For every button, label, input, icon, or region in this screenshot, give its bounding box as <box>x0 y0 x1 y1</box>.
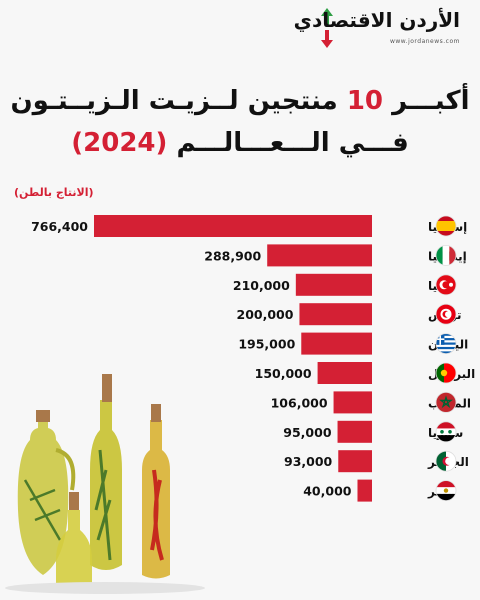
jordan-economic-logo: الأردن الاقتصادي www.jordanews.com <box>294 8 468 48</box>
unit-label: (الانتاج بالطن) <box>14 186 94 199</box>
bar-row-10: 40,000مصر <box>303 479 457 502</box>
value-label-6: 150,000 <box>255 366 312 381</box>
page-title-line-1: أكبـــر 10 منتجين لــزيـت الـزيــتـون <box>0 86 480 116</box>
title-prefix: أكبـــر <box>383 86 470 116</box>
flag-syria-icon <box>435 421 457 443</box>
value-label-5: 195,000 <box>238 337 295 352</box>
bar-row-9: 93,000الجزائر <box>284 450 469 473</box>
value-label-9: 93,000 <box>284 454 333 469</box>
flag-greece-icon <box>435 333 457 355</box>
bar-9 <box>338 450 372 473</box>
arrows-icon <box>321 8 333 48</box>
value-label-1: 766,400 <box>31 219 88 234</box>
flag-italy-icon <box>435 244 457 266</box>
bar-2 <box>267 244 372 267</box>
value-label-3: 210,000 <box>233 278 290 293</box>
page-title-line-2: فـــي الـــعـــالـــم (2024) <box>0 128 480 158</box>
flag-turkey-icon <box>435 274 457 296</box>
value-label-8: 95,000 <box>283 425 332 440</box>
bar-6 <box>317 362 372 384</box>
bar-3 <box>295 273 372 296</box>
bar-7 <box>333 391 372 414</box>
logo-text: الأردن الاقتصادي <box>293 8 460 32</box>
flag-algeria-icon <box>435 450 457 472</box>
bar-row-4: 200,000تونس <box>237 303 462 326</box>
title-year: (2024) <box>71 128 168 158</box>
olive-oil-bottles-illustration <box>5 374 205 594</box>
bar-row-2: 288,900إيطاليا <box>204 244 467 267</box>
flag-tunisia-icon <box>435 303 457 325</box>
value-label-4: 200,000 <box>237 307 294 322</box>
bar-5 <box>301 332 372 355</box>
bar-row-3: 210,000تركيا <box>233 273 457 296</box>
bar-row-5: 195,000اليونان <box>238 332 468 355</box>
bar-4 <box>299 303 372 326</box>
value-label-7: 106,000 <box>271 395 328 410</box>
logo-url: www.jordanews.com <box>389 38 460 45</box>
flag-egypt-icon <box>435 480 457 502</box>
bar-row-7: 106,000المغرب <box>271 391 471 414</box>
bar-row-6: 150,000البرتغال <box>255 362 475 384</box>
bar-8 <box>337 420 372 443</box>
value-label-10: 40,000 <box>303 484 352 499</box>
title-line2-text: فـــي الـــعـــالـــم <box>167 128 409 158</box>
flag-spain-icon <box>435 215 457 237</box>
bar-10 <box>357 479 372 502</box>
title-number: 10 <box>346 86 384 116</box>
flag-morocco-icon <box>435 391 457 413</box>
bar-row-8: 95,000سوريا <box>283 420 463 443</box>
flag-portugal-icon <box>435 362 457 384</box>
bar-row-1: 766,400إسبانيا <box>31 215 467 237</box>
bar-1 <box>94 215 372 237</box>
title-suffix: منتجين لــزيـت الـزيــتـون <box>10 86 347 116</box>
value-label-2: 288,900 <box>204 248 261 263</box>
